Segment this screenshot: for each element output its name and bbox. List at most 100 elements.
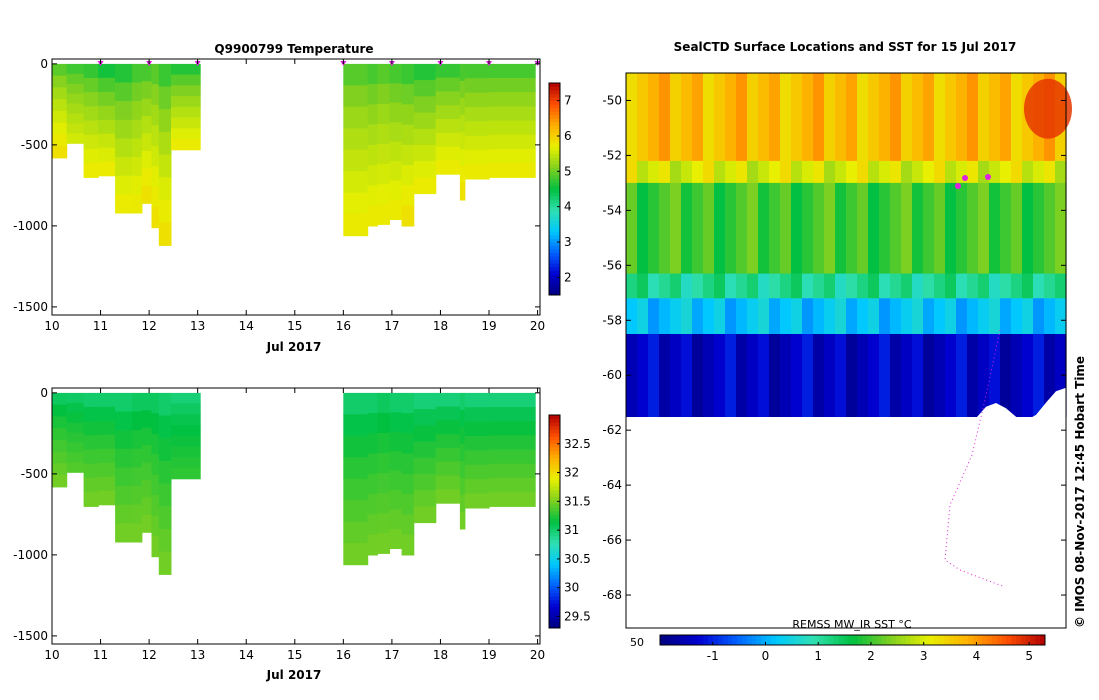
colorbar-step — [549, 482, 560, 487]
colorbar-step — [549, 500, 560, 505]
profile-cell — [464, 121, 490, 137]
profile-cell — [141, 150, 153, 169]
colorbar-step — [549, 549, 560, 554]
colorbar-tick-label: 0 — [762, 649, 770, 663]
profile-cell — [401, 514, 415, 536]
sst-cell — [967, 73, 979, 162]
colorbar-step — [818, 635, 825, 645]
profile-cell — [489, 106, 536, 122]
colorbar-step — [549, 231, 560, 236]
colorbar-step — [929, 635, 935, 645]
sst-cell — [989, 182, 1001, 275]
profile-cell — [158, 506, 172, 530]
profile-cell — [171, 457, 201, 469]
profile-cell — [464, 407, 490, 423]
sst-cell — [912, 273, 924, 299]
colorbar-step — [660, 635, 666, 645]
colorbar-step — [549, 266, 560, 271]
profile-cell — [401, 84, 415, 105]
sst-cell — [736, 73, 748, 162]
sst-cell — [703, 73, 715, 162]
temperature-section-chart: Q9900799 Temperature 10 11 12 13 14 15 16 17 18 1… — [13, 42, 572, 354]
sst-cell — [1022, 160, 1034, 184]
profile-cell — [151, 104, 160, 126]
profile-cell — [459, 165, 466, 184]
colorbar-tick-label: 5 — [564, 164, 572, 178]
profile-cell — [459, 392, 466, 411]
colorbar-step — [549, 468, 560, 473]
profile-cell — [459, 80, 466, 99]
profile-cell — [151, 392, 160, 414]
sst-cell — [868, 160, 880, 184]
colorbar-step — [549, 245, 560, 250]
sst-cell — [1033, 334, 1045, 417]
sst-field — [626, 73, 1072, 628]
colorbar-step — [1025, 635, 1032, 645]
profile-cell — [413, 409, 437, 426]
profile-cell — [98, 420, 116, 436]
colorbar-step — [549, 259, 560, 264]
colorbar-step — [549, 429, 560, 434]
sst-cell — [725, 73, 737, 162]
profile-cell — [401, 494, 415, 515]
sst-cell — [626, 273, 638, 299]
profile-cell — [343, 85, 369, 108]
x-tick-label: 15 — [287, 648, 302, 662]
colorbar-step — [549, 507, 560, 512]
profile-cell — [367, 392, 378, 414]
sst-cell — [692, 334, 704, 417]
sst-cell — [868, 334, 880, 417]
colorbar-step — [549, 206, 560, 211]
profile-cell — [115, 175, 133, 195]
sst-cell — [648, 334, 660, 417]
colorbar-step — [549, 557, 560, 561]
colorbar-step — [549, 199, 560, 204]
sst-cell — [681, 298, 693, 335]
sst-cell — [978, 334, 990, 417]
x-tick-label: 13 — [190, 319, 205, 333]
sst-cell — [725, 334, 737, 417]
sst-cell — [1033, 273, 1045, 299]
sst-cell — [681, 160, 693, 184]
colorbar-step — [549, 139, 560, 144]
sst-cell — [1033, 182, 1045, 275]
profile-cell — [132, 63, 143, 84]
colorbar-step — [549, 242, 560, 246]
colorbar-step — [549, 97, 560, 102]
profile-cell — [66, 63, 85, 75]
colorbar-step — [549, 189, 560, 193]
profile-cell — [98, 105, 116, 121]
colorbar-step — [722, 635, 728, 645]
colorbar-step — [549, 167, 560, 172]
colorbar-step — [549, 603, 560, 608]
sst-cell — [648, 298, 660, 335]
colorbar-step — [549, 287, 560, 292]
colorbar-step — [549, 415, 560, 419]
profile-cell — [459, 494, 466, 513]
profile-cell — [413, 128, 437, 146]
profile-cell — [401, 124, 415, 146]
sst-cell — [703, 298, 715, 335]
profile-cell — [158, 415, 172, 439]
colorbar-step — [549, 93, 560, 98]
profile-cell — [464, 392, 490, 408]
sst-cell — [879, 73, 891, 162]
sst-cell — [835, 298, 847, 335]
colorbar-step — [1001, 635, 1007, 645]
sst-cell — [978, 73, 990, 162]
colorbar-step — [549, 284, 560, 289]
colorbar-step — [549, 100, 560, 105]
profile-cell — [489, 63, 536, 79]
sst-cell — [681, 182, 693, 275]
sst-cell — [945, 160, 957, 184]
sst-cell — [857, 334, 869, 417]
profile-cell — [343, 192, 369, 215]
sst-cell — [1022, 298, 1034, 335]
salinity-plot-frame — [51, 387, 541, 645]
sst-cell — [934, 182, 946, 275]
profile-cell — [98, 392, 116, 408]
temperature-profile-cells — [52, 63, 536, 246]
colorbar-step — [549, 518, 560, 522]
colorbar-step — [891, 635, 897, 645]
sst-cell — [681, 273, 693, 299]
